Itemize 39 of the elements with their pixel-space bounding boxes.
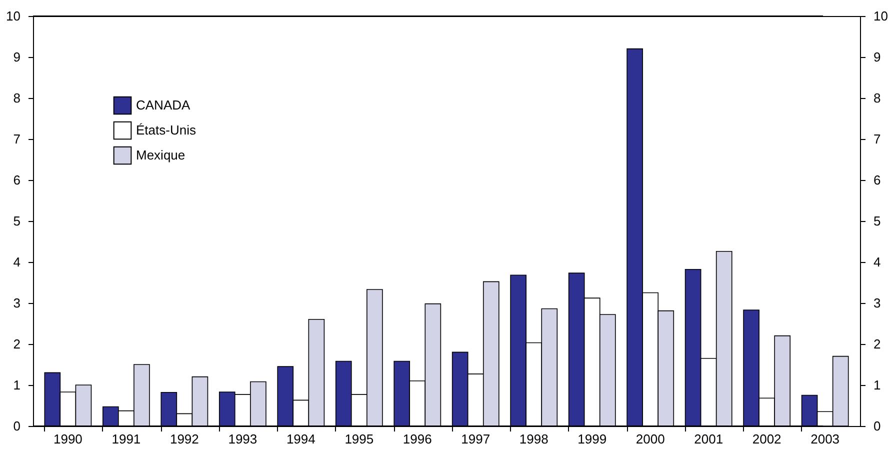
x-tick-label: 2003 — [810, 432, 840, 446]
x-tick-label: 2002 — [752, 432, 782, 446]
legend-label: États-Unis — [136, 122, 196, 138]
y-tick-label: 10 — [6, 8, 20, 24]
y2-tick-label: 4 — [874, 254, 881, 270]
y-tick-label: 6 — [13, 172, 20, 188]
x-tick-label: 1998 — [519, 432, 548, 446]
x-tick-label: 1996 — [402, 432, 432, 446]
y2-tick-label: 6 — [874, 172, 881, 188]
legend-label: CANADA — [136, 98, 191, 112]
y-tick-label: 7 — [13, 132, 20, 146]
y2-tick-label: 5 — [874, 214, 881, 228]
x-tick-label: 1990 — [53, 432, 82, 446]
y2-tick-label: 8 — [874, 90, 881, 106]
y-tick-label: 8 — [13, 90, 20, 106]
y-tick-label: 5 — [13, 214, 20, 228]
y2-tick-label: 10 — [874, 8, 888, 24]
y-tick-label: 2 — [13, 336, 20, 352]
y-tick-label: 9 — [13, 50, 20, 64]
x-tick-label: 2000 — [636, 432, 665, 446]
x-tick-label: 1997 — [461, 432, 490, 446]
y2-tick-label: 1 — [874, 378, 881, 392]
y2-tick-label: 7 — [874, 132, 881, 146]
x-tick-label: 1992 — [170, 432, 199, 446]
y2-tick-label: 2 — [874, 336, 881, 352]
y2-tick-label: 9 — [874, 50, 881, 64]
x-tick-label: 1999 — [578, 432, 607, 446]
x-tick-label: 1991 — [112, 432, 141, 446]
x-tick-label: 1995 — [344, 432, 374, 446]
y-tick-label: 1 — [13, 378, 20, 392]
x-tick-label: 1994 — [286, 432, 316, 446]
y-tick-label: 4 — [13, 254, 20, 270]
x-tick-label: 2001 — [694, 432, 724, 446]
y2-tick-label: 0 — [874, 418, 881, 434]
y-tick-label: 0 — [13, 418, 20, 434]
y2-tick-label: 3 — [874, 296, 881, 310]
legend-label: Mexique — [136, 148, 186, 162]
x-tick-label: 1993 — [228, 432, 258, 446]
y-tick-label: 3 — [13, 296, 20, 310]
